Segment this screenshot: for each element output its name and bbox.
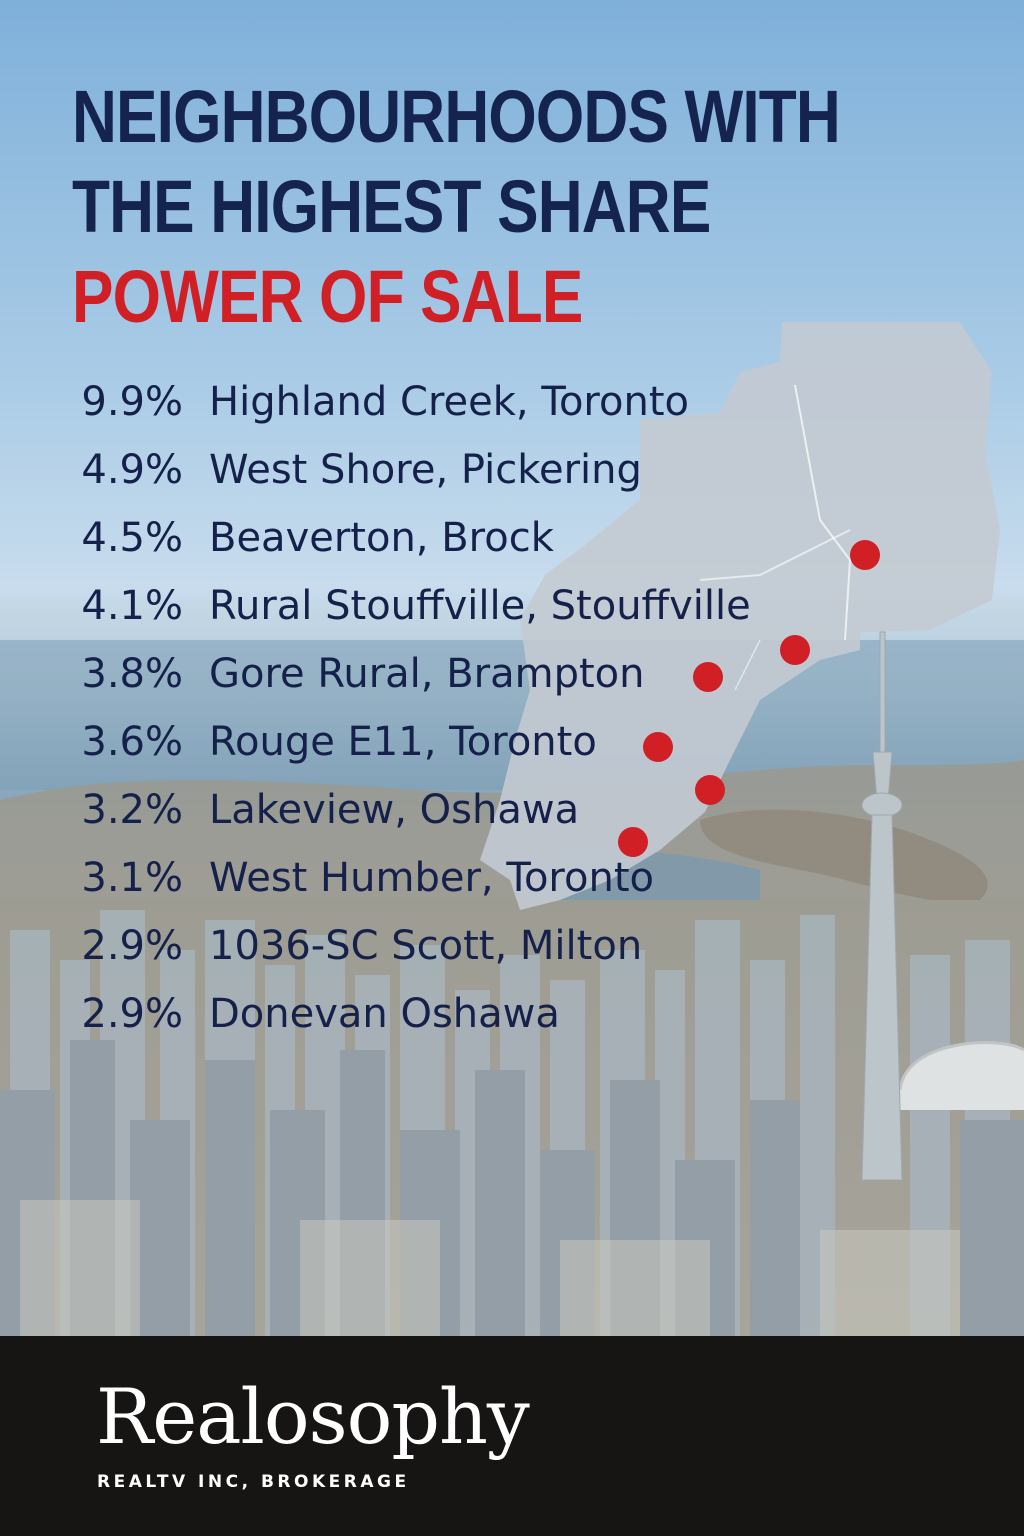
percent-value: 3.1% <box>81 855 183 901</box>
percent-value: 3.6% <box>81 719 183 765</box>
percent-value: 2.9% <box>81 923 183 969</box>
map-marker <box>695 775 725 805</box>
percent-value: 2.9% <box>81 991 183 1037</box>
neighbourhood-name: Donevan Oshawa <box>209 991 560 1037</box>
region-map <box>480 322 1000 910</box>
poster-background: NEIGHBOURHOODS WITH THE HIGHEST SHARE PO… <box>0 0 1024 1336</box>
list-item: 3.6% Rouge E11, Toronto <box>0 708 751 776</box>
neighbourhood-name: Rouge E11, Toronto <box>209 719 597 765</box>
headline-line-2: THE HIGHEST SHARE <box>72 165 711 248</box>
list-item: 4.9% West Shore, Pickering <box>0 436 751 504</box>
map-marker <box>780 635 810 665</box>
map-marker <box>693 662 723 692</box>
list-item: 3.2% Lakeview, Oshawa <box>0 776 751 844</box>
neighbourhood-name: Gore Rural, Brampton <box>209 651 645 697</box>
headline: NEIGHBOURHOODS WITH THE HIGHEST SHARE PO… <box>72 72 841 342</box>
list-item: 3.1% West Humber, Toronto <box>0 844 751 912</box>
list-item: 9.9% Highland Creek, Toronto <box>0 368 751 436</box>
percent-value: 9.9% <box>81 379 183 425</box>
list-item: 2.9% Donevan Oshawa <box>0 980 751 1048</box>
list-item: 2.9% 1036-SC Scott, Milton <box>0 912 751 980</box>
map-marker <box>618 827 648 857</box>
percent-value: 3.8% <box>81 651 183 697</box>
neighbourhood-name: Beaverton, Brock <box>209 515 554 561</box>
headline-accent: POWER OF SALE <box>72 255 583 338</box>
percent-value: 4.1% <box>81 583 183 629</box>
brand-logo: Realosophy <box>96 1372 530 1461</box>
map-marker <box>850 540 880 570</box>
neighbourhood-name: Lakeview, Oshawa <box>209 787 580 833</box>
footer-bar: Realosophy REALTV INC, BROKERAGE <box>0 1336 1024 1536</box>
toronto-skyline-illustration <box>0 322 1024 1336</box>
headline-line-1: NEIGHBOURHOODS WITH <box>72 75 841 158</box>
map-marker <box>643 732 673 762</box>
brand-tagline: REALTV INC, BROKERAGE <box>97 1472 410 1492</box>
neighbourhood-name: West Humber, Toronto <box>209 855 654 901</box>
percent-value: 3.2% <box>81 787 183 833</box>
list-item: 4.1% Rural Stouffville, Stouffville <box>0 572 751 640</box>
neighbourhood-name: Highland Creek, Toronto <box>209 379 689 425</box>
neighbourhood-name: West Shore, Pickering <box>209 447 642 493</box>
neighbourhood-name: 1036-SC Scott, Milton <box>209 923 643 969</box>
neighbourhood-list: 9.9% Highland Creek, Toronto 4.9% West Sho… <box>0 368 751 1048</box>
percent-value: 4.5% <box>81 515 183 561</box>
list-item: 4.5% Beaverton, Brock <box>0 504 751 572</box>
percent-value: 4.9% <box>81 447 183 493</box>
neighbourhood-name: Rural Stouffville, Stouffville <box>209 583 751 629</box>
list-item: 3.8% Gore Rural, Brampton <box>0 640 751 708</box>
